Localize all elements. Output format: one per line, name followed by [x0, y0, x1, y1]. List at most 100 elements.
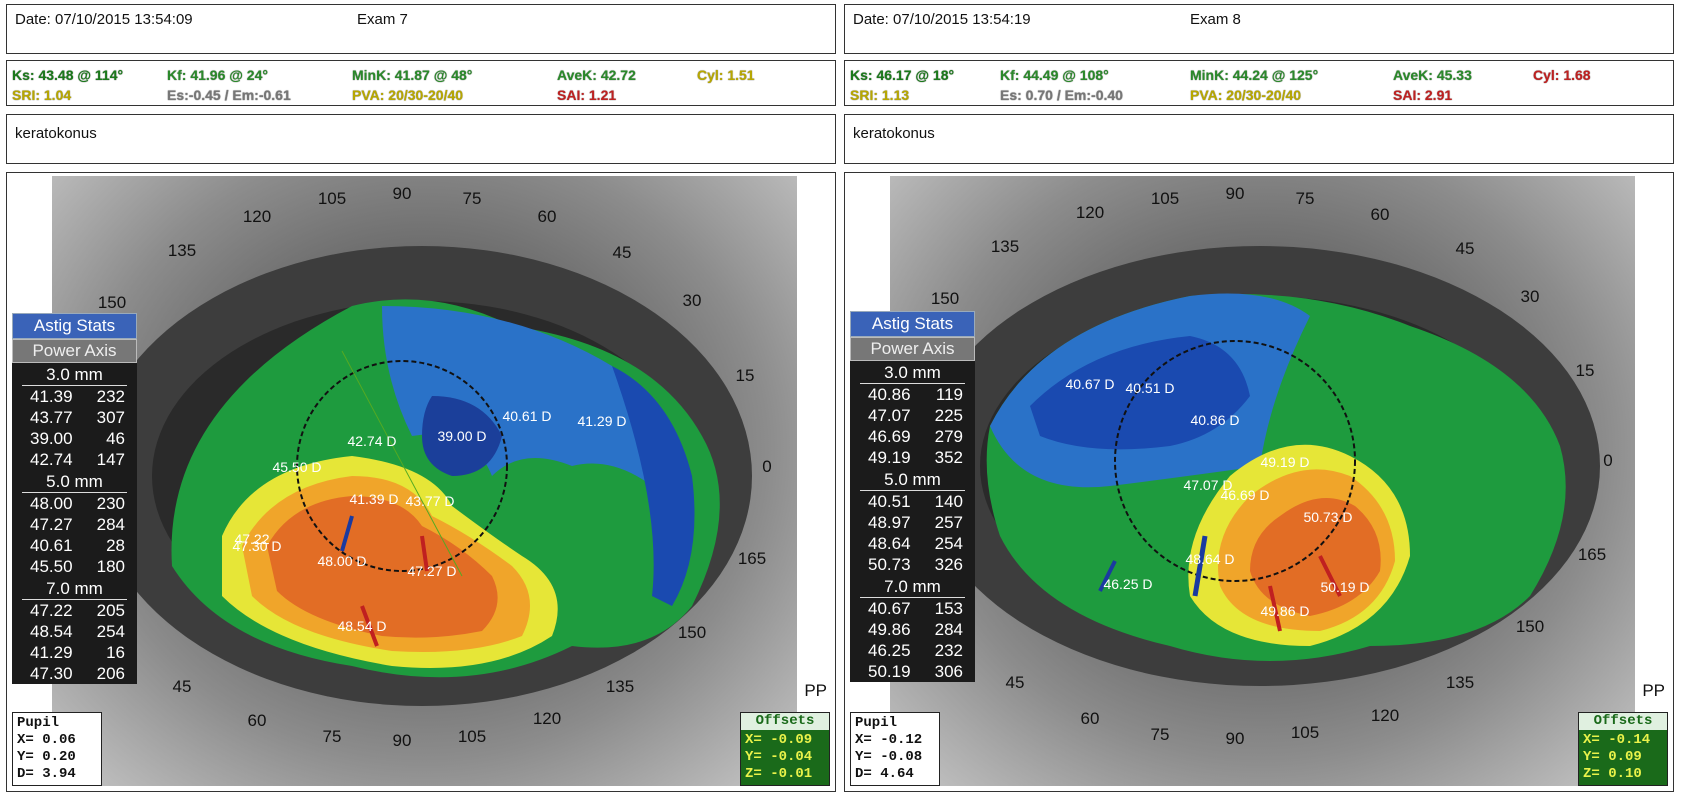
power-value: 43.77 [30, 408, 73, 427]
table-row: 47.07 225 [850, 405, 975, 426]
exam7-cyl: Cyl: 1.51 [697, 67, 755, 83]
table-row: 48.64 254 [850, 533, 975, 554]
exam7-angle-150b: 150 [98, 293, 126, 312]
exam7-dlabel-8: 47.22 [234, 531, 269, 547]
exam8-date-box: Date: 07/10/2015 13:54:19 Exam 8 [844, 4, 1674, 54]
pupil-x: X= 0.06 [17, 732, 76, 748]
exam8-pupil-box: Pupil X= -0.12 Y= -0.08 D= 4.64 [850, 712, 940, 786]
exam7-angle-75: 75 [463, 189, 482, 208]
exam7-date: Date: 07/10/2015 13:54:09 [15, 11, 193, 28]
exam7-dlabel-11: 47.27 D [407, 563, 456, 579]
power-value: 49.19 [868, 448, 911, 467]
exam7-avek: AveK: 42.72 [557, 67, 636, 83]
axis-value: 46 [106, 429, 125, 448]
exam8-dlabel-7: 50.73 D [1303, 509, 1352, 525]
exam8-angle-120: 120 [1371, 706, 1399, 725]
exam8-offsets-box: Offsets X= -0.14 Y= 0.09 Z= 0.10 [1578, 712, 1668, 786]
table-row: 48.97 257 [850, 512, 975, 533]
exam7-es: Es:-0.45 / Em:-0.61 [167, 87, 291, 103]
power-value: 46.69 [868, 427, 911, 446]
axis-value: 257 [934, 513, 963, 532]
exam8-angle-135b: 135 [991, 237, 1019, 256]
power-value: 47.07 [868, 406, 911, 425]
exam7-astig-title: Astig Stats [12, 313, 137, 339]
axis-value: 153 [934, 599, 963, 618]
exam8-sec-5mm: 5.0 mm [860, 470, 965, 491]
offsets-title: Offsets [741, 713, 829, 730]
exam7-angle-135: 135 [606, 677, 634, 696]
exam7-dlabel-10: 48.00 D [317, 553, 366, 569]
exam8-angle-150b: 150 [931, 289, 959, 308]
exam7-topography-panel: 39.00 D 40.61 D 41.29 D 42.74 D 45.50 D … [6, 172, 836, 792]
axis-value: 232 [934, 641, 963, 660]
exam8-astig-stats: Astig Stats Power Axis 3.0 mm 40.86 119 4… [850, 311, 975, 682]
table-row: 47.30 206 [12, 663, 137, 684]
offsets-x: X= -0.14 [1583, 732, 1651, 748]
pupil-title: Pupil [855, 715, 898, 731]
table-row: 50.73 326 [850, 554, 975, 575]
exam8-angle-120b: 120 [1076, 203, 1104, 222]
power-value: 49.86 [868, 620, 911, 639]
table-row: 40.61 28 [12, 535, 137, 556]
exam7-pp-label: PP [804, 681, 827, 700]
table-row: 49.86 284 [850, 619, 975, 640]
exam8-angle-75b: 75 [1151, 725, 1170, 744]
exam8-dlabel-4: 49.19 D [1260, 454, 1309, 470]
table-row: 50.19 306 [850, 661, 975, 682]
table-row: 49.19 352 [850, 447, 975, 468]
power-value: 41.29 [30, 643, 73, 662]
offsets-z: Z= -0.01 [745, 766, 813, 782]
axis-value: 232 [96, 387, 125, 406]
power-value: 40.86 [868, 385, 911, 404]
axis-value: 147 [96, 450, 125, 469]
offsets-y: Y= -0.04 [745, 749, 813, 765]
table-row: 39.00 46 [12, 428, 137, 449]
exam8-angle-105b: 105 [1151, 189, 1179, 208]
table-row: 48.54 254 [12, 621, 137, 642]
pupil-d: D= 3.94 [17, 766, 76, 782]
exam7-note-box: keratokonus [6, 114, 836, 164]
power-value: 40.61 [30, 536, 73, 555]
exam7-dlabel-7: 43.77 D [405, 493, 454, 509]
exam8-angle-0: 0 [1603, 451, 1612, 470]
exam8-angle-60b: 60 [1081, 709, 1100, 728]
exam8-dlabel-10: 49.86 D [1260, 603, 1309, 619]
axis-value: 306 [934, 662, 963, 681]
exam8-note: keratokonus [853, 125, 935, 142]
exam7-angle-105b: 105 [318, 189, 346, 208]
exam7-angle-120: 120 [533, 709, 561, 728]
exam8-astig-header: Power Axis [850, 337, 975, 361]
exam8-angle-60: 60 [1371, 205, 1390, 224]
exam7-sri: SRI: 1.04 [12, 87, 72, 103]
exam7-astig-stats: Astig Stats Power Axis 3.0 mm 41.39 232 4… [12, 313, 137, 684]
exam7-angle-90: 90 [393, 184, 412, 203]
exam8-dlabel-5: 47.07 D [1183, 477, 1232, 493]
table-row: 41.39 232 [12, 386, 137, 407]
table-row: 40.86 119 [850, 384, 975, 405]
pupil-title: Pupil [17, 715, 60, 731]
exam7-note: keratokonus [15, 125, 97, 142]
exam8-pp-label: PP [1642, 681, 1665, 700]
exam8-ks: Ks: 46.17 @ 18° [850, 67, 955, 83]
exam8-angle-30: 30 [1521, 287, 1540, 306]
exam8-angle-90b: 90 [1226, 729, 1245, 748]
exam7-angle-45: 45 [613, 243, 632, 262]
exam7-kf: Kf: 41.96 @ 24° [167, 67, 268, 83]
exam7-pupil-box: Pupil X= 0.06 Y= 0.20 D= 3.94 [12, 712, 102, 786]
axis-value: 254 [934, 534, 963, 553]
table-row: 48.00 230 [12, 493, 137, 514]
exam7-dlabel-9: 47.30 D [232, 538, 281, 554]
axis-value: 206 [96, 664, 125, 683]
power-value: 48.97 [868, 513, 911, 532]
axis-value: 279 [934, 427, 963, 446]
power-value: 41.39 [30, 387, 73, 406]
exam7-ks: Ks: 43.48 @ 114° [12, 67, 124, 83]
exam7-angle-90b: 90 [393, 731, 412, 750]
offsets-title: Offsets [1579, 713, 1667, 730]
exam7-angle-135b: 135 [168, 241, 196, 260]
exam7-angle-15: 15 [736, 366, 755, 385]
power-value: 46.25 [868, 641, 911, 660]
exam7-date-box: Date: 07/10/2015 13:54:09 Exam 7 [6, 4, 836, 54]
exam8-dlabel-3: 40.86 D [1190, 412, 1239, 428]
pupil-x: X= -0.12 [855, 732, 923, 748]
